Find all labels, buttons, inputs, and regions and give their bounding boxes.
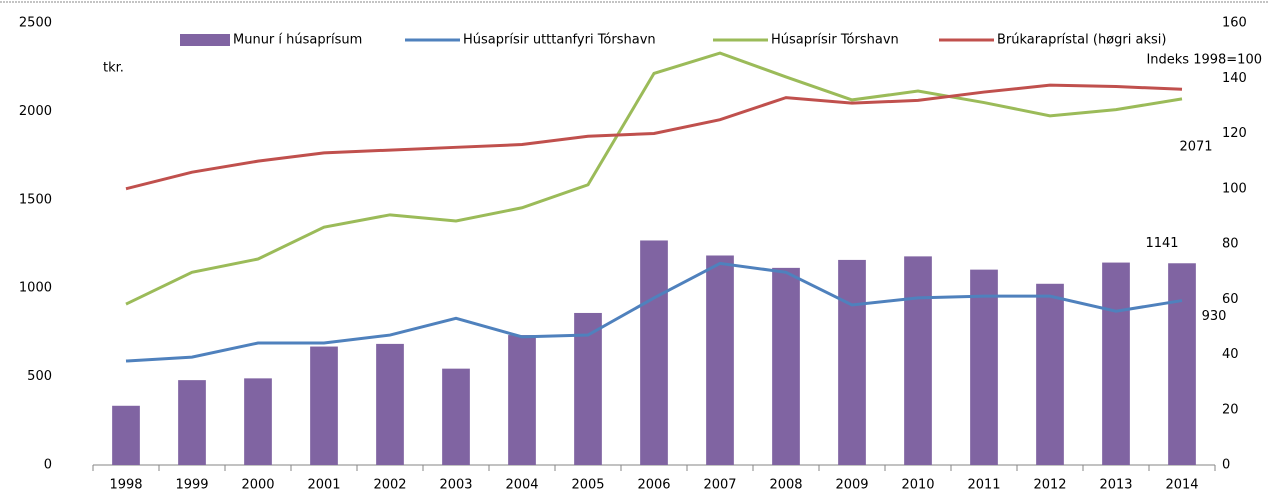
x-tick-label: 2004	[505, 478, 538, 493]
y-tick-label: 1500	[19, 192, 52, 207]
x-tick-label: 2011	[967, 478, 1000, 493]
legend-label: Brúkaraprístal (høgri aksi)	[997, 33, 1166, 48]
bar	[904, 256, 932, 465]
y2-tick-label: 120	[1222, 126, 1247, 141]
bar	[706, 255, 734, 465]
y-tick-label: 500	[27, 369, 52, 384]
legend-label: Húsaprísir utttanfyri Tórshavn	[463, 33, 656, 48]
y-unit-label: tkr.	[103, 61, 124, 76]
y-tick-label: 2500	[19, 16, 52, 31]
bar	[376, 343, 404, 465]
x-tick-label: 2008	[769, 478, 802, 493]
x-tick-label: 2003	[439, 478, 472, 493]
data-label: 1141	[1145, 236, 1178, 251]
bar	[970, 269, 998, 465]
bar	[244, 378, 272, 465]
line	[125, 83, 1183, 191]
x-tick-label: 2012	[1033, 478, 1066, 493]
y2-tick-label: 0	[1222, 458, 1230, 473]
x-tick-label: 2000	[241, 478, 274, 493]
y2-unit-label: Indeks 1998=100	[1146, 53, 1262, 68]
x-tick-label: 1998	[109, 478, 142, 493]
x-tick-label: 2013	[1099, 478, 1132, 493]
x-tick-label: 2002	[373, 478, 406, 493]
line	[125, 261, 1183, 363]
y2-tick-label: 140	[1222, 71, 1247, 86]
x-tick-label: 2006	[637, 478, 670, 493]
legend-swatch	[180, 34, 230, 46]
bar	[838, 259, 866, 465]
line	[125, 51, 1183, 306]
y2-tick-label: 20	[1222, 402, 1239, 417]
bar	[310, 346, 338, 465]
legend-label: Húsaprísir Tórshavn	[771, 33, 899, 48]
bar	[772, 267, 800, 465]
bar	[640, 240, 668, 465]
x-tick-label: 2001	[307, 478, 340, 493]
x-tick-label: 2007	[703, 478, 736, 493]
bar	[1036, 283, 1064, 465]
y2-tick-label: 40	[1222, 347, 1239, 362]
x-tick-label: 2005	[571, 478, 604, 493]
bar	[1102, 262, 1130, 465]
legend-label: Munur í húsaprísum	[233, 33, 362, 48]
y2-tick-label: 80	[1222, 237, 1239, 252]
x-tick-label: 1999	[175, 478, 208, 493]
bar	[574, 312, 602, 465]
x-tick-label: 2014	[1165, 478, 1198, 493]
y2-tick-label: 160	[1222, 16, 1247, 31]
data-label: 930	[1202, 309, 1227, 324]
bar	[508, 335, 536, 465]
y2-tick-label: 60	[1222, 292, 1239, 307]
y-tick-label: 0	[44, 458, 52, 473]
bar	[178, 380, 206, 465]
bar	[112, 405, 140, 465]
x-tick-label: 2010	[901, 478, 934, 493]
y2-tick-label: 100	[1222, 181, 1247, 196]
bar	[442, 368, 470, 465]
bar	[1168, 263, 1196, 465]
x-tick-label: 2009	[835, 478, 868, 493]
y-tick-label: 1000	[19, 281, 52, 296]
y-tick-label: 2000	[19, 104, 52, 119]
data-label: 2071	[1179, 139, 1212, 154]
